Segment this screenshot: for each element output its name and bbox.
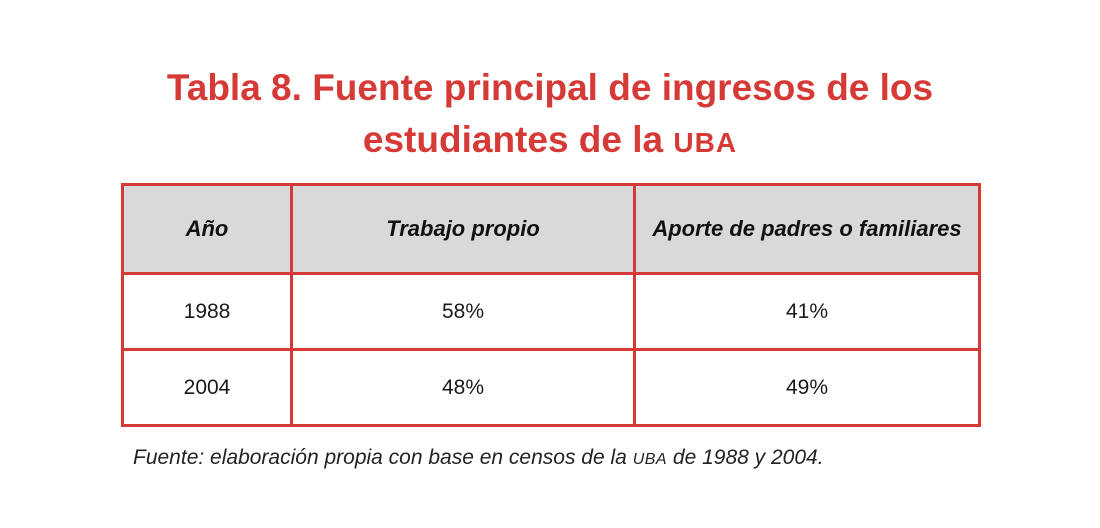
- cell-year: 1988: [121, 272, 293, 351]
- table-row: 1988 58% 41%: [121, 272, 981, 351]
- source-note-prefix: Fuente: elaboración propia con base en c…: [133, 446, 633, 469]
- cell-family-support: 49%: [633, 348, 981, 427]
- table-title: Tabla 8. Fuente principal de ingresos de…: [0, 62, 1100, 169]
- table-title-acronym: UBA: [673, 127, 738, 158]
- cell-own-work: 58%: [290, 272, 636, 351]
- header-year: Año: [121, 183, 293, 275]
- table-header-row: Año Trabajo propio Aporte de padres o fa…: [121, 183, 981, 275]
- header-family-support: Aporte de padres o familiares: [633, 183, 981, 275]
- table-title-line-2-text: estudiantes de la: [362, 119, 674, 160]
- cell-year: 2004: [121, 348, 293, 427]
- table-title-line-1: Tabla 8. Fuente principal de ingresos de…: [166, 67, 934, 108]
- header-own-work: Trabajo propio: [290, 183, 636, 275]
- cell-own-work: 48%: [290, 348, 636, 427]
- source-note-acronym: UBA: [632, 451, 668, 468]
- source-note-suffix: de 1988 y 2004.: [667, 446, 824, 469]
- source-note: Fuente: elaboración propia con base en c…: [133, 446, 824, 470]
- income-source-table: Año Trabajo propio Aporte de padres o fa…: [121, 183, 981, 427]
- table-title-line-2: estudiantes de la UBA: [0, 114, 1100, 169]
- table-row: 2004 48% 49%: [121, 348, 981, 427]
- cell-family-support: 41%: [633, 272, 981, 351]
